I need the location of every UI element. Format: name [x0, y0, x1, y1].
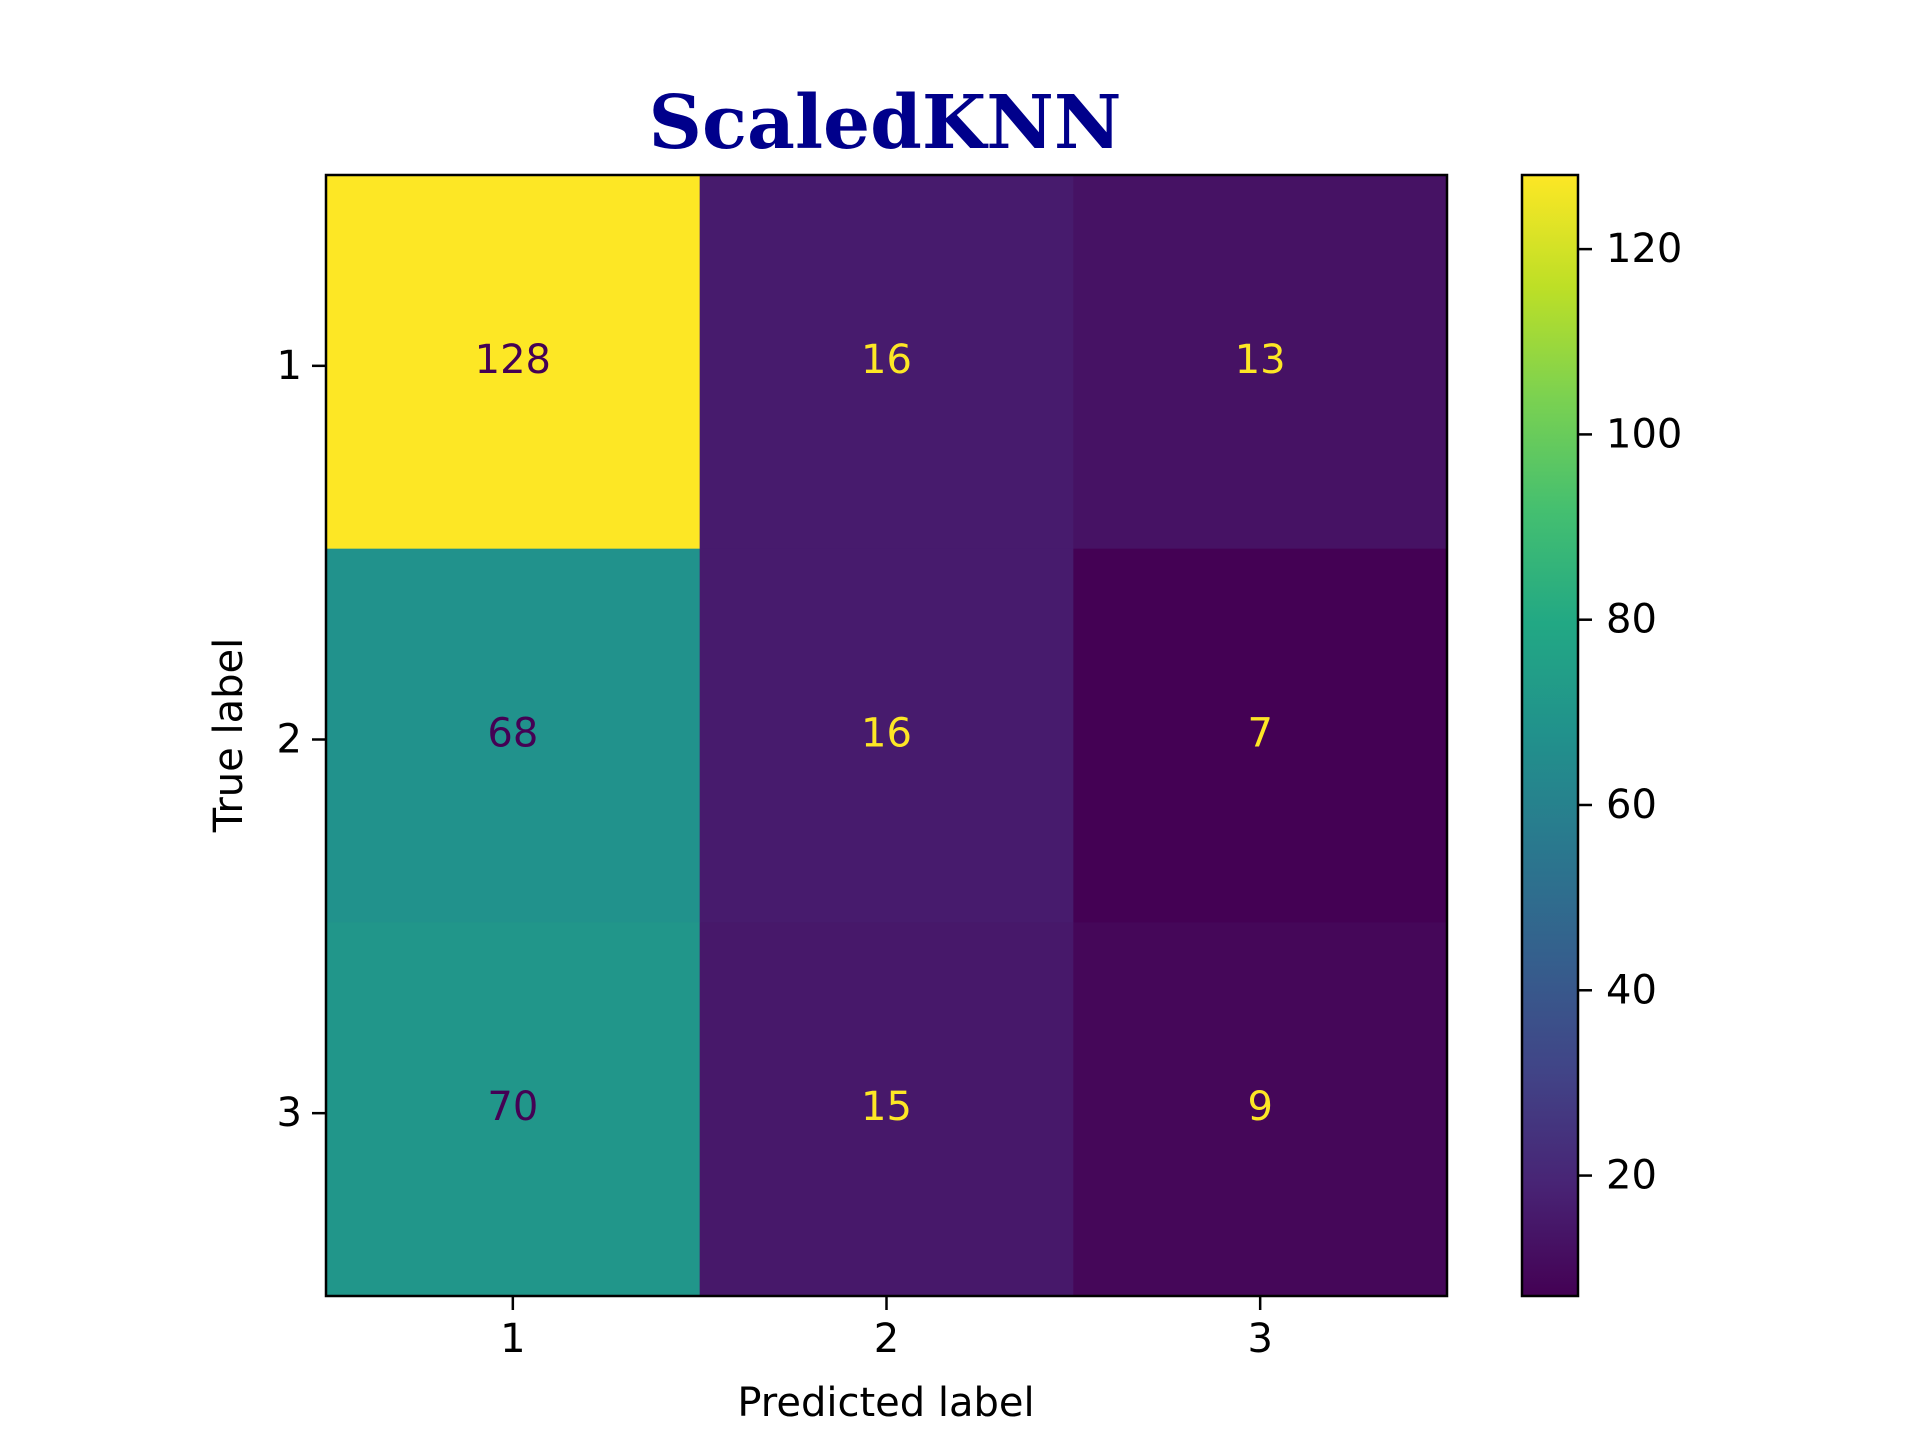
- cell-value-label-2-1: 68: [487, 711, 538, 757]
- heatmap-cell-labels: 128 16 13 68 16 7 70 15 9: [475, 337, 1286, 1130]
- colorbar-tick-label-40: 40: [1606, 967, 1657, 1013]
- heatmap-cell-1-3: [1073, 175, 1448, 550]
- cell-value-label-1-2: 16: [861, 337, 912, 383]
- heatmap-cell-3-3: [1073, 922, 1448, 1297]
- heatmap-cell-1-1: [326, 175, 701, 550]
- colorbar-tick-label-120: 120: [1606, 226, 1682, 272]
- cell-value-label-3-1: 70: [487, 1084, 538, 1130]
- colorbar-tick-label-60: 60: [1606, 782, 1657, 828]
- x-axis: 1 2 3: [500, 1296, 1273, 1362]
- colorbar-tick-label-20: 20: [1606, 1153, 1657, 1199]
- cell-value-label-3-3: 9: [1247, 1084, 1272, 1130]
- heatmap-cell-1-2: [699, 175, 1074, 550]
- heatmap-cell-3-1: [326, 922, 701, 1297]
- heatmap-cells: [326, 175, 1448, 1297]
- x-tick-label-1: 1: [500, 1316, 525, 1362]
- heatmap-cell-2-3: [1073, 548, 1448, 923]
- x-tick-label-2: 2: [874, 1316, 899, 1362]
- colorbar: [1520, 173, 1580, 1298]
- heatmap-cell-2-2: [699, 548, 1074, 923]
- x-tick-label-3: 3: [1247, 1316, 1272, 1362]
- cell-value-label-3-2: 15: [861, 1084, 912, 1130]
- y-axis-label: True label: [206, 638, 252, 833]
- y-tick-label-1: 1: [277, 343, 302, 389]
- chart-title: ScaledKNN: [649, 80, 1122, 166]
- colorbar-tick-label-80: 80: [1606, 597, 1657, 643]
- cell-value-label-2-3: 7: [1247, 711, 1272, 757]
- heatmap-cell-2-1: [326, 548, 701, 923]
- y-tick-label-2: 2: [277, 717, 302, 763]
- x-axis-label: Predicted label: [737, 1380, 1034, 1426]
- y-tick-label-3: 3: [277, 1090, 302, 1136]
- heatmap-cell-3-2: [699, 922, 1074, 1297]
- colorbar-axis: 20 40 60 80 100 120: [1578, 226, 1682, 1199]
- cell-value-label-1-1: 128: [475, 337, 551, 383]
- cell-value-label-1-3: 13: [1235, 337, 1286, 383]
- colorbar-tick-label-100: 100: [1606, 411, 1682, 457]
- y-axis: 1 2 3: [277, 343, 326, 1136]
- cell-value-label-2-2: 16: [861, 711, 912, 757]
